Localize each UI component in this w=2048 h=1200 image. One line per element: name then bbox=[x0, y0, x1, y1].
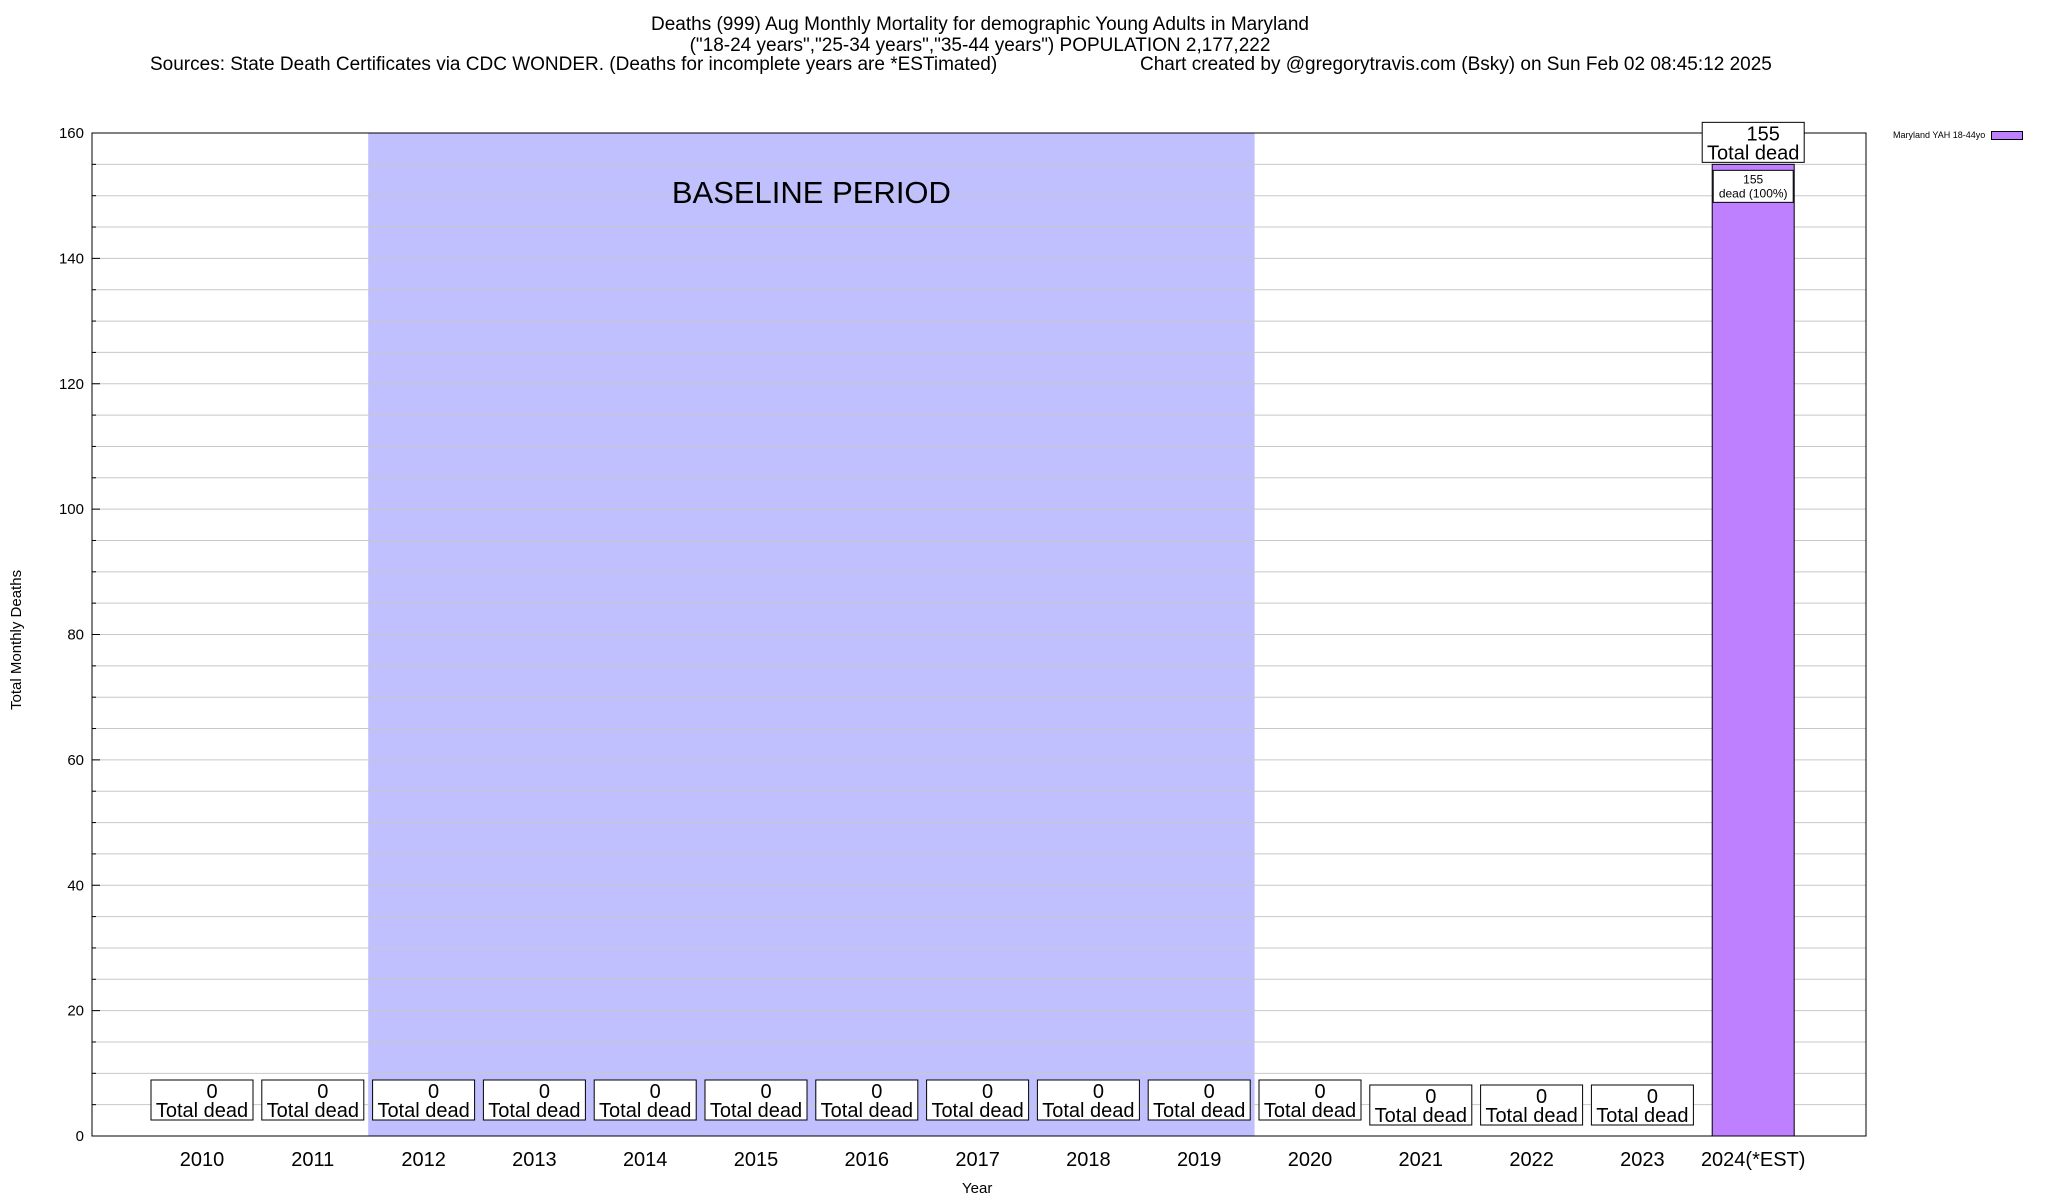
bar-label-text: Total dead bbox=[1375, 1105, 1467, 1127]
bar-label-text: Total dead bbox=[710, 1100, 802, 1122]
bar-label-box bbox=[593, 1079, 697, 1121]
bar-label-box bbox=[1258, 1079, 1362, 1121]
x-tick-label: 2023 bbox=[1620, 1149, 1665, 1171]
bar-label-count: 0 bbox=[317, 1081, 328, 1103]
bar-label-text: Total dead bbox=[1707, 142, 1799, 164]
y-tick-label: 160 bbox=[59, 125, 84, 142]
x-tick-label: 2022 bbox=[1509, 1149, 1554, 1171]
title-credit: Chart created by @gregorytravis.com (Bsk… bbox=[1140, 54, 1772, 75]
bar-label-box bbox=[150, 1079, 254, 1121]
x-tick-label: 2018 bbox=[1066, 1149, 1111, 1171]
bar-label-box bbox=[815, 1079, 919, 1121]
bar-label-box bbox=[1369, 1084, 1473, 1126]
bar-label-count: 0 bbox=[1204, 1081, 1215, 1103]
title-line-1: Deaths (999) Aug Monthly Mortality for d… bbox=[651, 14, 1309, 35]
bar bbox=[1711, 163, 1795, 1137]
y-tick-label: 120 bbox=[59, 376, 84, 393]
y-tick-label: 100 bbox=[59, 501, 84, 518]
bar-label-count: 0 bbox=[982, 1081, 993, 1103]
x-tick-label: 2017 bbox=[955, 1149, 1000, 1171]
bar-label-text: Total dead bbox=[1264, 1100, 1356, 1122]
bar-label-count: 0 bbox=[650, 1081, 661, 1103]
x-tick-label: 2024(*EST) bbox=[1701, 1149, 1806, 1171]
bar-label-text: Total dead bbox=[821, 1100, 913, 1122]
y-tick-label: 0 bbox=[76, 1128, 84, 1145]
x-tick-label: 2011 bbox=[291, 1149, 334, 1171]
x-tick-label: 2019 bbox=[1177, 1149, 1222, 1171]
bar-label-box bbox=[372, 1079, 476, 1121]
x-tick-label: 2013 bbox=[512, 1149, 557, 1171]
x-tick-label: 2021 bbox=[1399, 1149, 1444, 1171]
x-tick-label: 2010 bbox=[180, 1149, 225, 1171]
bar-label-text: Total dead bbox=[267, 1100, 359, 1122]
bar-label-box bbox=[1147, 1079, 1251, 1121]
inner-label-text: dead (100%) bbox=[1719, 186, 1788, 200]
inner-label-count: 155 bbox=[1743, 172, 1763, 186]
baseline-label: BASELINE PERIOD bbox=[672, 175, 951, 210]
y-tick-label: 20 bbox=[67, 1003, 84, 1020]
x-axis-label: Year bbox=[962, 1180, 993, 1197]
bar-label-text: Total dead bbox=[488, 1100, 580, 1122]
x-tick-label: 2016 bbox=[845, 1149, 890, 1171]
legend-label: Maryland YAH 18-44yo bbox=[1893, 130, 1986, 140]
bar-label-count: 0 bbox=[1536, 1086, 1547, 1108]
bar-label-count: 0 bbox=[206, 1081, 217, 1103]
bar-label-text: Total dead bbox=[1042, 1100, 1134, 1122]
bar-label-text: Total dead bbox=[156, 1100, 248, 1122]
legend-swatch bbox=[1991, 130, 2024, 140]
y-axis-label: Total Monthly Deaths bbox=[8, 569, 25, 710]
bar-label-count: 0 bbox=[1425, 1086, 1436, 1108]
bar-label-text: Total dead bbox=[1596, 1105, 1688, 1127]
y-tick-label: 80 bbox=[67, 627, 84, 644]
x-tick-label: 2014 bbox=[623, 1149, 668, 1171]
y-tick-label: 40 bbox=[67, 877, 84, 894]
y-tick-label: 60 bbox=[67, 752, 84, 769]
inner-label-box bbox=[1712, 169, 1794, 203]
bar-label-box bbox=[1590, 1084, 1694, 1126]
bar-label-box bbox=[261, 1079, 365, 1121]
bar-label-box bbox=[1480, 1084, 1584, 1126]
bar-label-box bbox=[482, 1079, 586, 1121]
bar-label-count: 0 bbox=[1314, 1081, 1325, 1103]
bar-label-count: 0 bbox=[1093, 1081, 1104, 1103]
bar-label-box bbox=[1701, 121, 1805, 163]
bar-label-box bbox=[1036, 1079, 1140, 1121]
bar-label-count: 0 bbox=[760, 1081, 771, 1103]
bar-label-box bbox=[704, 1079, 808, 1121]
bar-label-text: Total dead bbox=[1485, 1105, 1577, 1127]
bar-label-count: 0 bbox=[539, 1081, 550, 1103]
bar-label-text: Total dead bbox=[377, 1100, 469, 1122]
bar-label-count: 0 bbox=[1647, 1086, 1658, 1108]
legend: Maryland YAH 18-44yo bbox=[1893, 130, 2024, 140]
x-tick-label: 2015 bbox=[734, 1149, 779, 1171]
bar-label-count: 155 bbox=[1747, 123, 1780, 145]
bar-label-box bbox=[926, 1079, 1030, 1121]
x-tick-label: 2020 bbox=[1288, 1149, 1333, 1171]
bar-label-text: Total dead bbox=[599, 1100, 691, 1122]
chart-title: Deaths (999) Aug Monthly Mortality for d… bbox=[0, 14, 1960, 56]
bar-label-count: 0 bbox=[871, 1081, 882, 1103]
bar-label-count: 0 bbox=[428, 1081, 439, 1103]
x-tick-label: 2012 bbox=[401, 1149, 446, 1171]
bar-label-text: Total dead bbox=[1153, 1100, 1245, 1122]
bar-label-text: Total dead bbox=[931, 1100, 1023, 1122]
y-tick-label: 140 bbox=[59, 250, 84, 267]
title-line-3: Sources: State Death Certificates via CD… bbox=[150, 54, 998, 75]
title-line-2: ("18-24 years","25-34 years","35-44 year… bbox=[689, 35, 1271, 56]
